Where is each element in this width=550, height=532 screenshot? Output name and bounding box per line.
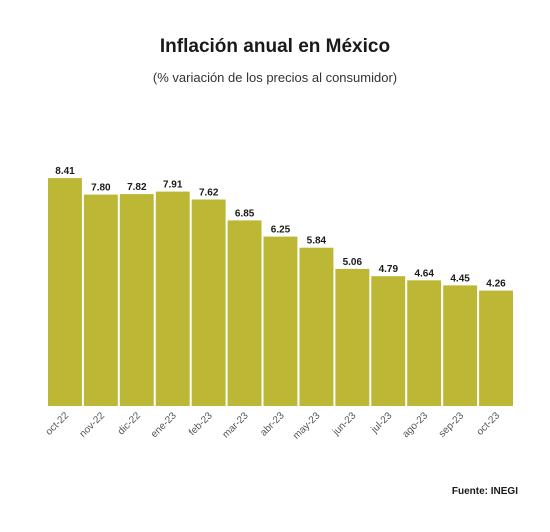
x-tick-label-sep-23: sep-23 [437, 410, 467, 440]
value-label-ene-23: 7.91 [163, 180, 183, 191]
bar-jul-23 [371, 276, 406, 406]
x-tick-label-jul-23: jul-23 [369, 410, 395, 436]
bar-oct-22 [48, 178, 82, 406]
value-label-oct-22: 8.41 [55, 166, 75, 177]
bar-nov-22 [83, 194, 118, 406]
value-label-feb-23: 7.62 [199, 188, 219, 199]
value-label-dic-22: 7.82 [127, 182, 147, 193]
bar-ene-23 [155, 191, 190, 406]
x-tick-label-may-23: may-23 [291, 410, 323, 442]
bars-layer [48, 178, 513, 406]
bar-mar-23 [227, 220, 262, 406]
chart-subtitle: (% variación de los precios al consumido… [152, 70, 398, 85]
source-note: Fuente: INEGI [451, 486, 518, 497]
value-label-jul-23: 4.79 [379, 264, 399, 275]
value-label-nov-22: 7.80 [91, 183, 111, 194]
value-label-abr-23: 6.25 [271, 225, 291, 236]
value-label-sep-23: 4.45 [450, 273, 470, 284]
x-tick-labels-layer: oct-22 nov-22 dic-22 ene-23 feb-23 mar-23 abr-… [44, 410, 503, 442]
x-tick-label-dic-22: dic-22 [116, 410, 143, 437]
bar-sep-23 [443, 285, 478, 406]
x-tick-label-oct-23: oct-23 [475, 410, 503, 438]
value-labels-layer: 8.41 7.80 7.82 7.91 7.62 6.85 6.25 5.84 5.06 4.79… [55, 166, 506, 290]
bar-jun-23 [335, 268, 370, 406]
x-tick-label-feb-23: feb-23 [187, 410, 215, 438]
bar-feb-23 [191, 199, 226, 406]
x-tick-label-ago-23: ago-23 [401, 410, 431, 440]
bar-ago-23 [407, 280, 442, 406]
bar-may-23 [299, 247, 334, 406]
x-tick-label-mar-23: mar-23 [221, 410, 251, 440]
value-label-oct-23: 4.26 [486, 279, 506, 290]
x-tick-label-jun-23: jun-23 [330, 410, 358, 438]
value-label-mar-23: 6.85 [235, 208, 255, 219]
bar-abr-23 [263, 236, 298, 406]
chart-title: Inflación anual en México [159, 36, 391, 57]
x-tick-label-oct-22: oct-22 [44, 410, 72, 438]
value-label-jun-23: 5.06 [343, 257, 363, 268]
bar-oct-23 [479, 290, 513, 406]
x-tick-label-abr-23: abr-23 [258, 410, 287, 439]
value-label-ago-23: 4.64 [414, 268, 434, 279]
x-tick-label-ene-23: ene-23 [149, 410, 179, 440]
bar-dic-22 [119, 194, 154, 406]
value-label-may-23: 5.84 [307, 236, 327, 247]
x-tick-label-nov-22: nov-22 [78, 410, 108, 440]
